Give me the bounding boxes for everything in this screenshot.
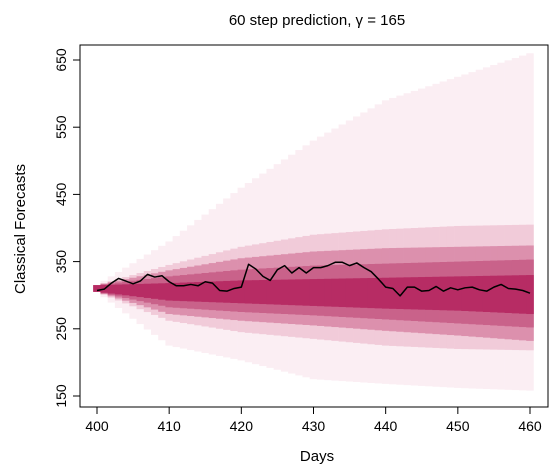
band-outer-day-459 <box>519 55 527 391</box>
x-tick-label-460: 460 <box>518 418 542 434</box>
band-inner-day-440 <box>381 277 390 309</box>
band-inner-day-452 <box>468 276 477 312</box>
band-inner-day-448 <box>439 276 448 311</box>
band-inner-day-406 <box>136 283 145 298</box>
band-inner-day-416 <box>208 281 217 303</box>
band-inner-day-456 <box>497 275 505 313</box>
band-inner-day-408 <box>150 283 159 299</box>
band-inner-day-402 <box>107 284 116 294</box>
band-inner-day-400 <box>93 285 101 292</box>
x-tick-label-410: 410 <box>157 418 181 434</box>
forecast-lines <box>96 261 531 297</box>
x-tick-label-440: 440 <box>374 418 398 434</box>
y-tick-label-150: 150 <box>53 384 69 408</box>
band-inner-day-441 <box>389 277 397 309</box>
y-tick-label-450: 450 <box>53 183 69 207</box>
x-tick-label-430: 430 <box>302 418 326 434</box>
band-inner-day-405 <box>129 284 137 297</box>
band-inner-day-425 <box>273 279 282 305</box>
band-inner-day-413 <box>187 282 195 302</box>
band-inner-day-438 <box>367 278 375 309</box>
band-inner-day-436 <box>353 278 361 308</box>
band-inner-day-410 <box>165 283 173 301</box>
band-outer-day-460 <box>526 53 534 391</box>
band-inner-day-458 <box>511 275 520 314</box>
band-inner-day-409 <box>158 283 166 300</box>
band-inner-day-460 <box>526 275 534 315</box>
chart-title: 60 step prediction, γ = 165 <box>229 12 405 29</box>
band-inner-day-442 <box>396 277 404 310</box>
band-inner-day-424 <box>266 279 274 305</box>
band-inner-day-430 <box>309 279 318 306</box>
band-inner-day-439 <box>374 277 383 309</box>
band-outer-day-458 <box>511 57 520 391</box>
band-inner-day-412 <box>179 282 188 302</box>
band-inner-day-415 <box>201 281 210 302</box>
band-inner-day-404 <box>122 284 130 296</box>
forecast-bands <box>93 53 534 391</box>
band-inner-day-432 <box>324 278 332 307</box>
band-inner-day-411 <box>172 282 181 301</box>
band-inner-day-443 <box>403 277 412 310</box>
band-inner-day-427 <box>288 279 296 306</box>
y-axis-label: Classical Forecasts <box>12 164 29 294</box>
band-inner-day-433 <box>331 278 339 307</box>
band-inner-day-450 <box>454 276 462 311</box>
band-inner-day-455 <box>490 275 498 313</box>
band-inner-day-419 <box>230 280 238 303</box>
y-tick-label-550: 550 <box>53 115 69 139</box>
band-inner-day-459 <box>519 275 527 314</box>
x-tick-label-450: 450 <box>446 418 470 434</box>
band-inner-day-447 <box>432 276 440 311</box>
band-inner-day-428 <box>295 279 303 306</box>
band-inner-day-403 <box>114 284 123 295</box>
series-line-0 <box>96 261 531 297</box>
y-tick-label-350: 350 <box>53 250 69 274</box>
band-inner-day-437 <box>360 278 368 308</box>
y-tick-label-250: 250 <box>53 317 69 341</box>
band-inner-day-417 <box>215 281 224 303</box>
x-tick-label-400: 400 <box>85 418 109 434</box>
band-inner-day-423 <box>259 280 267 305</box>
band-inner-day-426 <box>280 279 289 305</box>
band-inner-day-457 <box>504 275 513 313</box>
band-inner-day-434 <box>338 278 347 308</box>
band-inner-day-453 <box>475 275 484 312</box>
band-inner-day-446 <box>425 276 433 310</box>
band-inner-day-454 <box>482 275 491 312</box>
band-inner-day-407 <box>143 283 152 298</box>
band-inner-day-421 <box>244 280 253 304</box>
band-inner-day-449 <box>446 276 455 311</box>
band-inner-day-431 <box>316 278 325 307</box>
x-tick-label-420: 420 <box>230 418 254 434</box>
axes: 400 410 420 430 440 450 460 150 250 350 450 550 650 <box>53 44 549 434</box>
y-tick-label-650: 650 <box>53 48 69 72</box>
band-inner-day-422 <box>252 280 260 304</box>
band-inner-day-429 <box>302 279 311 306</box>
band-inner-day-435 <box>345 278 354 308</box>
band-inner-day-444 <box>410 277 419 310</box>
band-inner-day-420 <box>237 280 246 304</box>
band-inner-day-451 <box>461 276 469 311</box>
band-inner-day-414 <box>194 282 202 302</box>
x-axis-label: Days <box>300 448 334 465</box>
band-inner-day-445 <box>417 277 426 310</box>
